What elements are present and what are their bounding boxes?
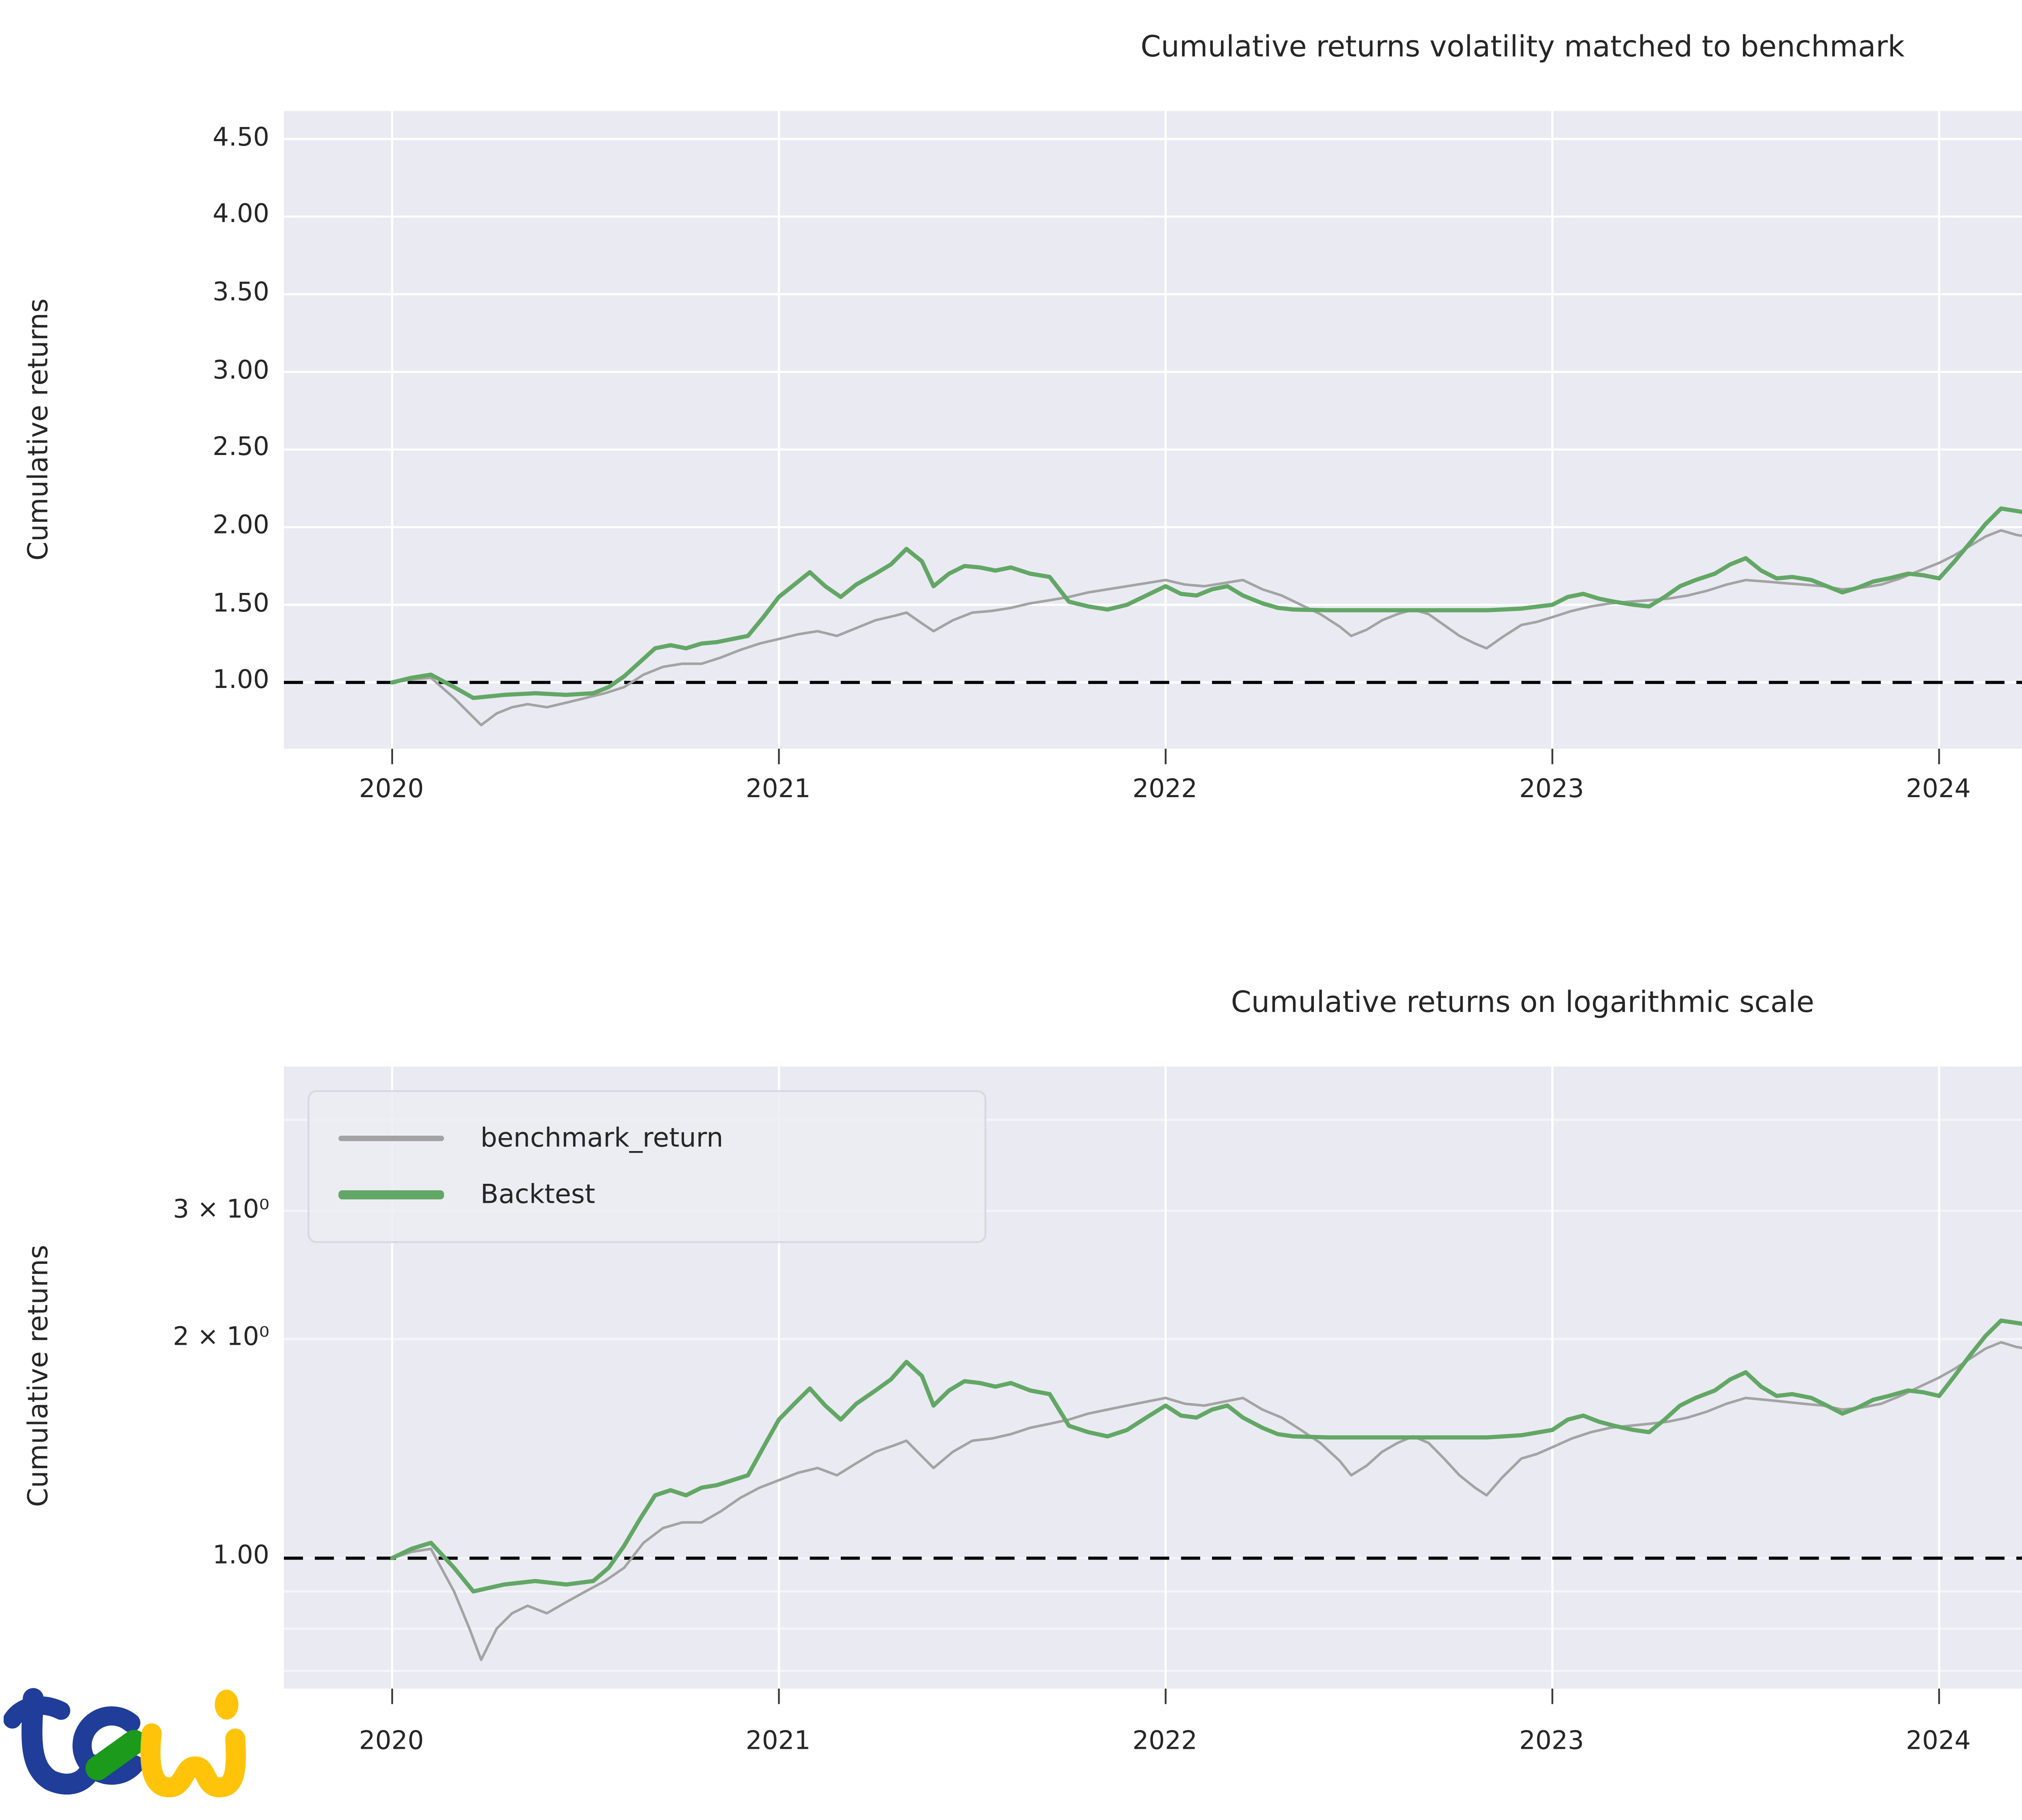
x-tick-label: 2021 — [746, 1727, 811, 1757]
y-tick-label: 4.00 — [212, 200, 269, 230]
y-tick-label: 1.50 — [212, 588, 269, 618]
series-line-benchmark_return — [390, 1340, 2022, 1661]
x-tick-label: 2022 — [1132, 1727, 1197, 1757]
legend-label-backtest: Backtest — [480, 1180, 595, 1210]
series-line-Backtest — [389, 506, 2022, 700]
series-line-benchmark_return — [390, 528, 2022, 726]
x-tick-label: 2020 — [359, 1727, 424, 1757]
y-tick-label: 4.50 — [212, 123, 269, 152]
y-tick-label: 1.00 — [212, 1542, 269, 1572]
series-line-Backtest — [389, 1318, 2022, 1594]
legend-line-benchmark-icon — [338, 1136, 444, 1141]
x-tick-label: 2024 — [1906, 775, 1971, 804]
tej-logo — [4, 1688, 246, 1798]
y-tick-label: 3.00 — [212, 356, 269, 385]
legend-row-backtest: Backtest — [338, 1179, 956, 1211]
y-axis-label-linear: Cumulative returns — [22, 298, 55, 561]
plot-background — [283, 110, 2022, 748]
x-tick-label: 2023 — [1519, 775, 1584, 804]
x-tick-label: 2022 — [1132, 775, 1197, 804]
plot-area-linear — [283, 110, 2022, 764]
chart-title-log: Cumulative returns on logarithmic scale — [1231, 984, 1815, 1020]
x-tick-label: 2024 — [1906, 1727, 1971, 1757]
legend: benchmark_return Backtest — [307, 1090, 986, 1243]
x-tick-label: 2023 — [1519, 1727, 1584, 1757]
y-axis-label-log: Cumulative returns — [22, 1244, 55, 1507]
x-tick-label: 2020 — [359, 775, 424, 804]
legend-label-benchmark: benchmark_return — [480, 1124, 723, 1153]
x-tick-label: 2021 — [746, 775, 811, 804]
y-tick-label: 1.00 — [212, 666, 269, 696]
legend-row-benchmark: benchmark_return — [338, 1122, 956, 1155]
y-tick-label: 3.50 — [212, 278, 269, 307]
y-tick-label: 2.50 — [212, 433, 269, 463]
y-tick-label: 3 × 10⁰ — [173, 1195, 269, 1224]
y-tick-label: 2 × 10⁰ — [173, 1323, 269, 1352]
chart-title-linear: Cumulative returns volatility matched to… — [1140, 29, 1905, 64]
y-tick-label: 2.00 — [212, 511, 269, 540]
legend-line-backtest-icon — [338, 1190, 444, 1200]
